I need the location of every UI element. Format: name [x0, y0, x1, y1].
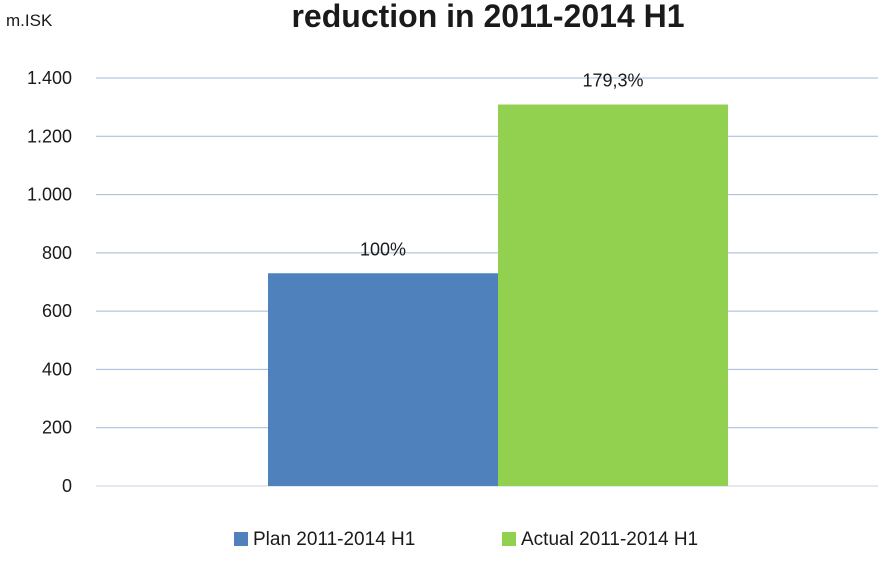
y-tick-label: 1.000 [27, 185, 72, 205]
bar-plan [268, 273, 498, 486]
y-tick-label: 0 [62, 476, 72, 496]
y-tick-label: 400 [42, 359, 72, 379]
y-tick-label: 800 [42, 243, 72, 263]
data-label: 100% [360, 239, 406, 259]
data-label: 179,3% [582, 71, 643, 91]
y-tick-label: 1.200 [27, 126, 72, 146]
legend: Plan 2011-2014 H1 Actual 2011-2014 H1 [234, 529, 698, 550]
bar-actual [498, 104, 728, 487]
legend-swatch [502, 532, 516, 546]
y-tick-label: 200 [42, 418, 72, 438]
y-tick-labels: 0 200 400 600 800 1.000 1.200 1.400 [27, 68, 72, 496]
y-axis-label: m.ISK [6, 11, 53, 30]
chart-title: reduction in 2011-2014 H1 [291, 0, 684, 34]
legend-label: Actual 2011-2014 H1 [521, 529, 698, 550]
y-tick-label: 1.400 [27, 68, 72, 88]
data-labels: 100% 179,3% [360, 71, 644, 260]
bars [268, 104, 728, 487]
legend-swatch [234, 532, 248, 546]
legend-label: Plan 2011-2014 H1 [253, 529, 415, 550]
y-tick-label: 600 [42, 301, 72, 321]
